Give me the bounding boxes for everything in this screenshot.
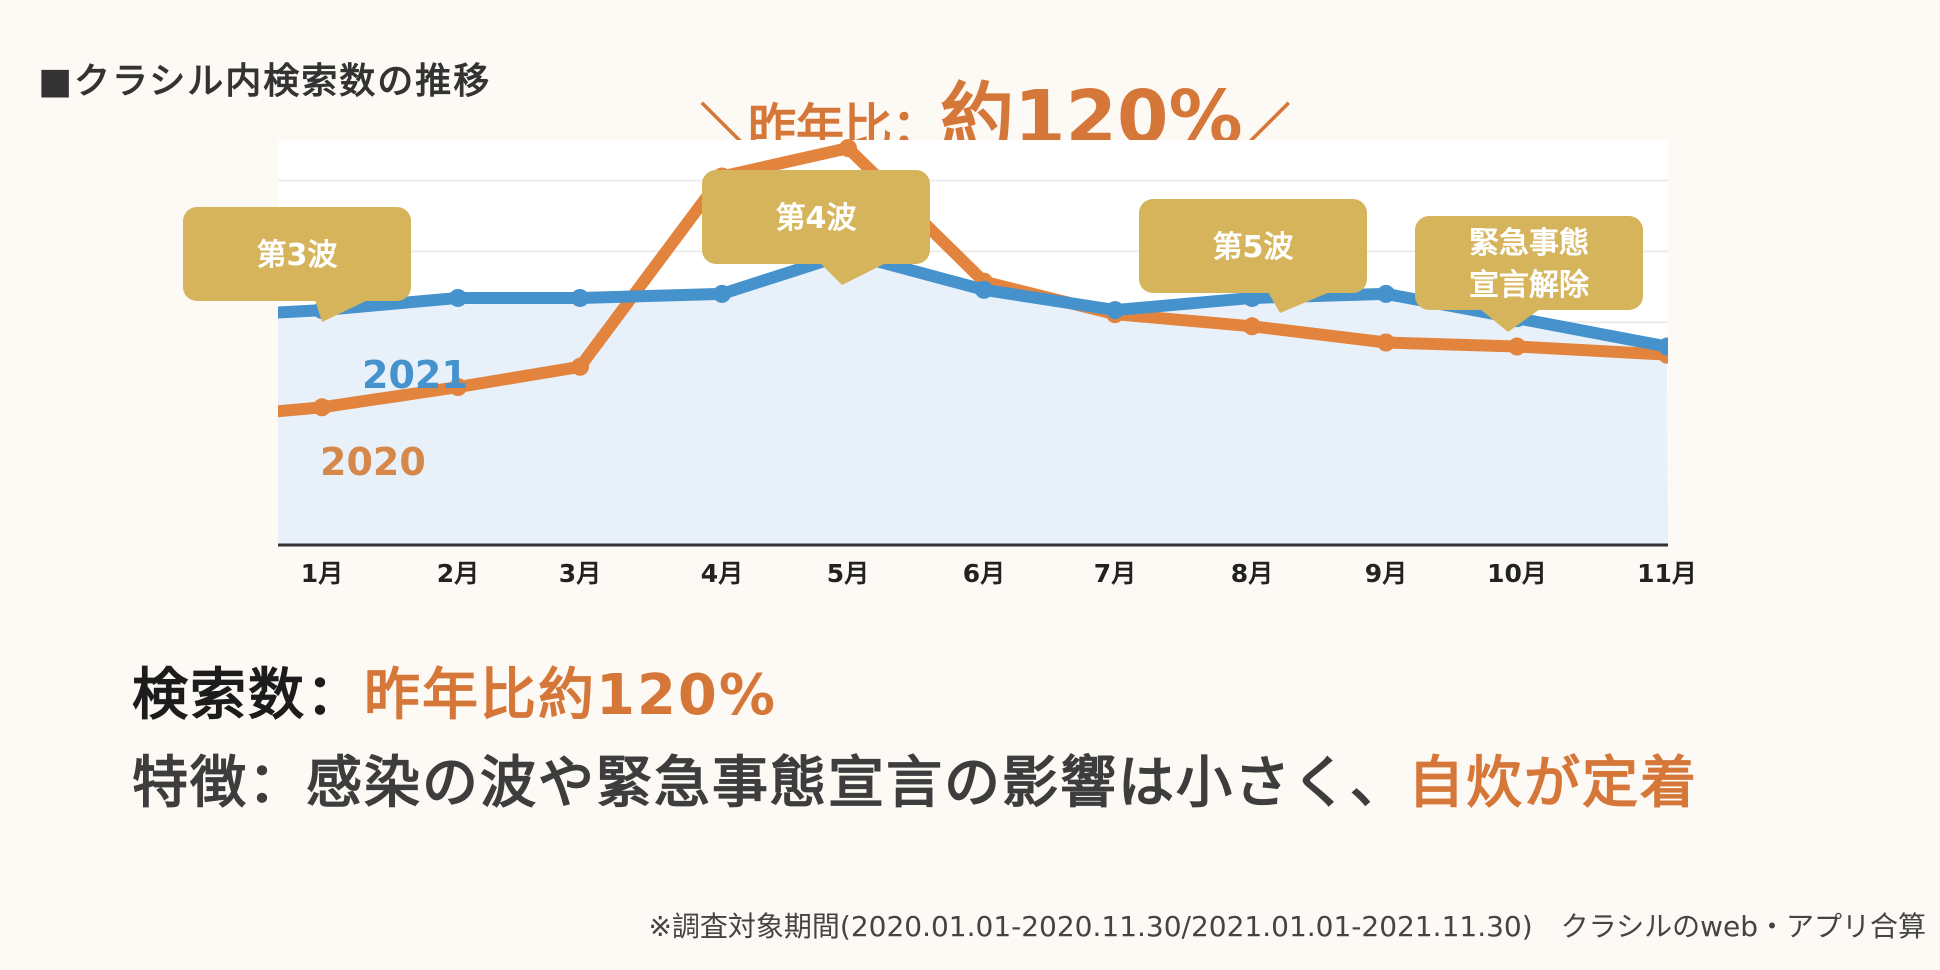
series-label-2020: 2020	[320, 440, 426, 484]
search-trend-chart: 1月 2月 3月 4月 5月 6月 7月 8月 9月 10月 11月 2021 2020 第3波 第4波第5…	[183, 139, 1697, 588]
callout-box	[1139, 199, 1367, 293]
footnote: ※調査対象期間(2020.01.01-2020.11.30/2021.01.01…	[648, 910, 1926, 943]
series-2021-point	[975, 280, 993, 299]
callout-pointer	[1268, 292, 1330, 313]
series-2021-point	[449, 288, 467, 307]
summary-feature: 特徴：感染の波や緊急事態宣言の影響は小さく、自炊が定着	[132, 738, 1698, 819]
callout: 第4波	[702, 170, 930, 285]
summary-search-label: 検索数：	[132, 663, 364, 728]
callout-label: 第3波	[257, 238, 339, 273]
series-2021-area	[278, 253, 1668, 545]
series-2021-point	[1243, 288, 1261, 307]
series-2021-point	[1106, 301, 1124, 320]
callout-pointer	[1480, 309, 1540, 332]
series-2021-point	[1377, 284, 1395, 303]
summary-feature-label: 特徴：感染の波や緊急事態宣言の影響は小さく、	[132, 751, 1408, 816]
series-2021-point	[1658, 337, 1668, 356]
x-tick-label: 11月	[1637, 559, 1697, 588]
summary-feature-value: 自炊が定着	[1408, 751, 1698, 816]
x-tick-label: 1月	[301, 559, 343, 588]
plot-area	[278, 139, 1668, 545]
series-2020-point	[449, 378, 467, 397]
series-2020-point	[313, 398, 331, 417]
callout-pointer	[315, 300, 368, 322]
series-2020-point	[1377, 333, 1395, 352]
series-label-2021: 2021	[362, 353, 468, 397]
callout: 第5波	[1139, 199, 1367, 313]
series-2020-point	[1508, 337, 1526, 356]
x-tick-label: 6月	[963, 559, 1005, 588]
series-2021-line	[278, 247, 1668, 353]
series-2021-point	[713, 284, 731, 303]
x-tick-label: 2月	[437, 559, 479, 588]
summary-search-count: 検索数：昨年比約120%	[132, 650, 777, 731]
callout-box	[183, 207, 411, 301]
x-tick-label: 7月	[1094, 559, 1136, 588]
series-2020-point	[571, 357, 589, 376]
callout-box	[1415, 216, 1643, 310]
series-2021-point	[571, 288, 589, 307]
x-tick-label: 5月	[827, 559, 869, 588]
series-2020-point	[839, 139, 857, 158]
callout-box	[702, 170, 930, 264]
x-tick-label: 10月	[1487, 559, 1547, 588]
x-tick-label: 3月	[559, 559, 601, 588]
callout-label: 第4波	[776, 201, 858, 236]
x-tick-label: 8月	[1231, 559, 1273, 588]
page-title: ■クラシル内検索数の推移	[38, 61, 492, 102]
callout-label: 宣言解除	[1469, 268, 1590, 303]
series-2020-point	[1243, 317, 1261, 336]
x-tick-label: 4月	[701, 559, 743, 588]
summary-search-value: 昨年比約120%	[364, 663, 778, 728]
callout-label: 第5波	[1213, 230, 1295, 265]
x-tick-label: 9月	[1365, 559, 1407, 588]
callout-label: 緊急事態	[1469, 226, 1589, 261]
callout-pointer	[820, 263, 886, 285]
callout: 第3波	[183, 207, 411, 322]
